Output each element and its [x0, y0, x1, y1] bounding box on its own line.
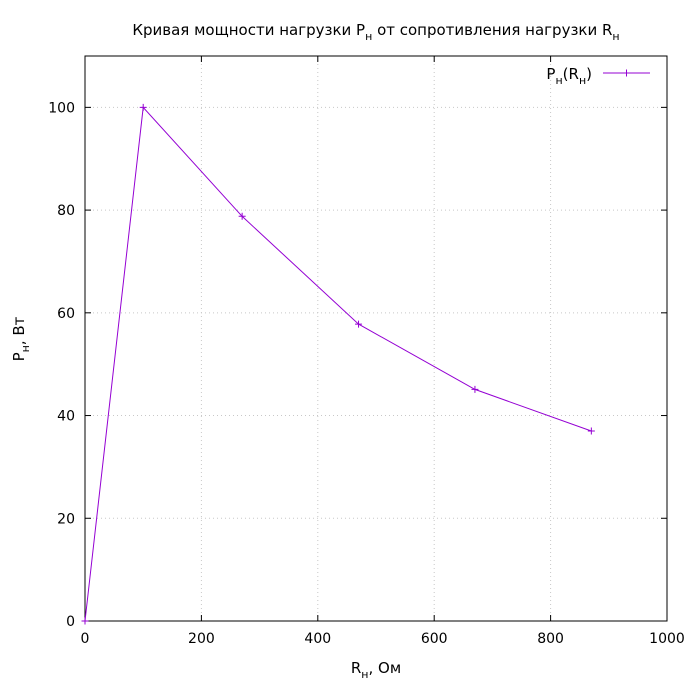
data-point	[81, 617, 89, 625]
plot-frame	[84, 55, 668, 622]
data-point	[355, 320, 363, 328]
y-tick-label: 20	[57, 511, 75, 527]
y-tick-label: 80	[57, 203, 75, 219]
y-axis-title: Pн, Вт	[10, 316, 32, 361]
x-tick-label: 0	[81, 631, 90, 647]
x-axis-title: Rн, Ом	[351, 659, 401, 681]
x-tick-label: 800	[537, 631, 564, 647]
data-point	[238, 212, 246, 220]
legend-marker	[623, 69, 630, 77]
axis-ticks: 0 200 400 600 800 1000 0 20 40 60 80 100	[48, 56, 685, 647]
grid	[85, 56, 667, 621]
y-tick-label: 60	[57, 306, 75, 322]
x-tick-label: 600	[421, 631, 448, 647]
y-tick-label: 0	[66, 614, 75, 630]
chart-title: Кривая мощности нагрузки Pн от сопротивл…	[132, 21, 619, 43]
x-tick-label: 1000	[649, 631, 685, 647]
y-tick-label: 40	[57, 409, 75, 425]
x-tick-label: 400	[304, 631, 331, 647]
series-line	[84, 106, 592, 622]
legend-label: Pн(Rн)	[546, 65, 592, 87]
data-point	[139, 103, 147, 111]
y-tick-label: 100	[48, 100, 75, 116]
legend: Pн(Rн)	[546, 65, 650, 87]
data-point	[471, 385, 479, 393]
data-point	[587, 427, 595, 435]
series-layer	[81, 103, 595, 625]
x-tick-label: 200	[188, 631, 215, 647]
